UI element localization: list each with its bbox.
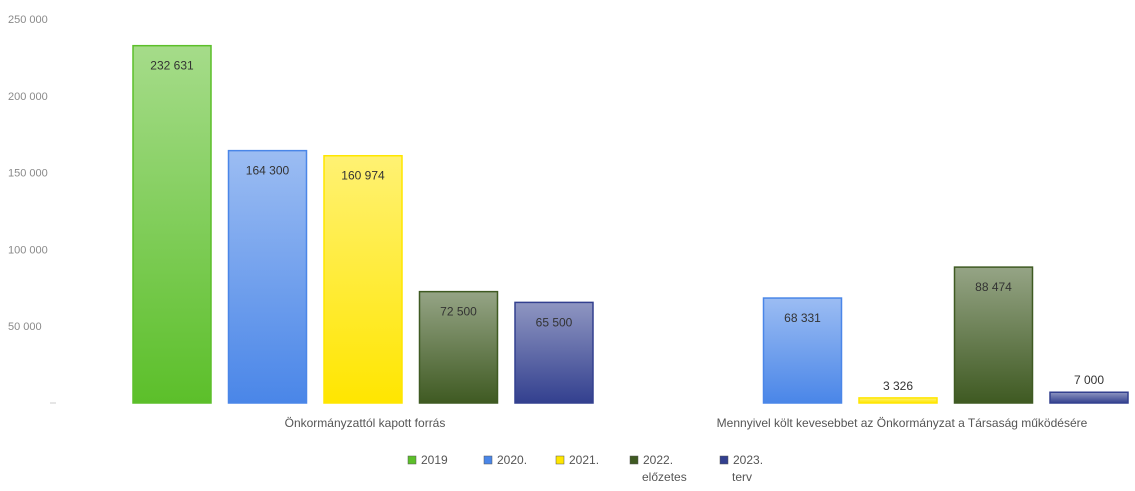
bar-2022elzetes-1 — [953, 266, 1034, 404]
bar-2021-0 — [323, 154, 403, 404]
legend-swatch — [407, 455, 417, 465]
legend-swatch — [483, 455, 493, 465]
legend-label: 2019 — [421, 453, 448, 467]
data-label: 88 474 — [975, 280, 1012, 294]
data-label: 3 326 — [883, 379, 913, 393]
category-label: Önkormányzattól kapott forrás — [285, 416, 446, 430]
category-label: Mennyivel költ kevesebbet az Önkormányza… — [717, 416, 1088, 430]
data-label: 160 974 — [341, 169, 385, 183]
bar-2022elzetes-0 — [418, 290, 499, 404]
bar-2023terv-0 — [514, 301, 594, 404]
y-tick-label: 150 000 — [8, 168, 48, 180]
y-tick-label: 200 000 — [8, 91, 48, 103]
data-label: 7 000 — [1074, 373, 1104, 387]
bar-2020-0 — [227, 149, 308, 404]
data-label: 72 500 — [440, 305, 477, 319]
legend-label: 2023. — [733, 453, 763, 467]
bar-2019-0 — [132, 44, 212, 404]
legend-swatch — [629, 455, 639, 465]
bar-2021-1 — [858, 397, 938, 404]
legend-swatch — [555, 455, 565, 465]
data-label: 65 500 — [536, 315, 573, 329]
bar-2023terv-1 — [1049, 391, 1129, 404]
legend-label: 2020. — [497, 453, 527, 467]
legend-swatch — [719, 455, 729, 465]
bar-2020-1 — [762, 297, 843, 404]
y-tick-label: 250 000 — [8, 14, 48, 26]
data-label: 164 300 — [246, 164, 290, 178]
data-label: 232 631 — [150, 59, 194, 73]
legend-label: 2021. — [569, 453, 599, 467]
legend-label-line2: előzetes — [642, 470, 687, 484]
y-tick-label: 50 000 — [8, 321, 42, 333]
legend-label: 2022. — [643, 453, 673, 467]
data-label: 68 331 — [784, 311, 821, 325]
legend-label-line2: terv — [732, 470, 752, 484]
y-tick-label: 100 000 — [8, 244, 48, 256]
